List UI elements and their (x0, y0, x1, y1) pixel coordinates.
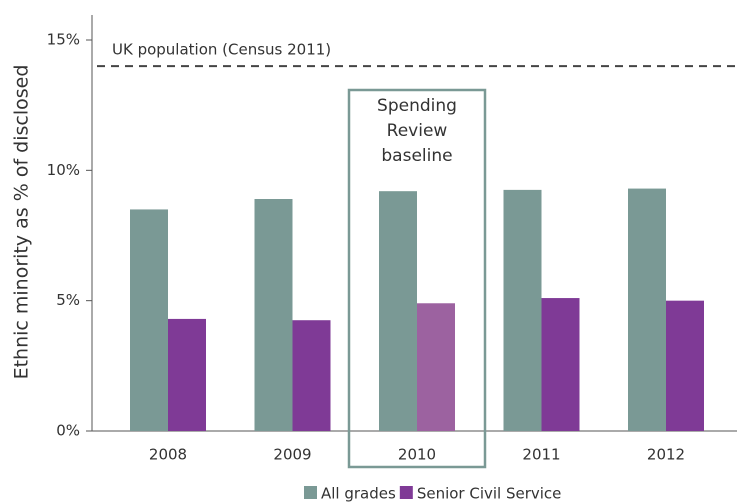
x-tick-label: 2011 (522, 446, 560, 464)
bar (379, 191, 417, 431)
x-tick-label: 2012 (647, 446, 685, 464)
legend-label: Senior Civil Service (417, 485, 562, 503)
legend-label: All grades (321, 485, 396, 503)
annotation-text: baseline (381, 146, 452, 166)
bar (130, 209, 168, 431)
bar (417, 303, 455, 431)
bar (628, 188, 666, 431)
y-tick-label: 0% (56, 422, 80, 440)
x-tick-label: 2008 (149, 446, 187, 464)
x-tick-label: 2010 (398, 446, 436, 464)
annotation-text: Review (387, 121, 448, 141)
bar (666, 300, 704, 431)
reference-label: UK population (Census 2011) (112, 41, 331, 59)
y-tick-label: 5% (56, 291, 80, 309)
annotation-box (347, 88, 487, 469)
annotation-text: Spending (377, 96, 457, 116)
y-tick-label: 10% (47, 161, 80, 179)
x-tick-label: 2009 (273, 446, 311, 464)
bar (292, 320, 331, 431)
bar (503, 189, 542, 431)
bar (541, 298, 580, 431)
y-tick-label: 15% (47, 31, 80, 49)
y-axis-label: Ethnic minority as % of disclosed (11, 65, 33, 380)
legend-swatch (399, 486, 413, 499)
bar (254, 199, 293, 431)
bar (168, 318, 206, 431)
legend-swatch (304, 486, 317, 499)
